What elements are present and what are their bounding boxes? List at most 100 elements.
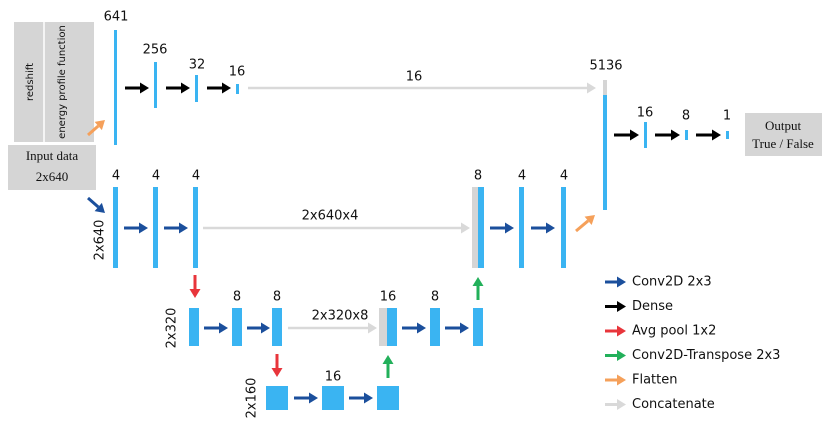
arrow-shaft bbox=[87, 124, 100, 137]
conv-layer bbox=[272, 308, 282, 346]
dense-layer bbox=[685, 130, 688, 140]
conv-layer bbox=[519, 187, 524, 268]
concat-part bbox=[603, 80, 607, 95]
arrow-head bbox=[189, 289, 201, 298]
conv-layer bbox=[193, 187, 198, 268]
filters: 8 bbox=[233, 290, 241, 305]
arrow-head bbox=[584, 215, 595, 226]
concat-label: 2x640x4 bbox=[302, 209, 359, 224]
filters: 4 bbox=[518, 169, 526, 184]
arrow-head bbox=[417, 322, 426, 334]
arrow-head bbox=[222, 82, 231, 94]
concat-label: 16 bbox=[406, 70, 423, 85]
dense-layer bbox=[726, 131, 729, 139]
layer-size: 5136 bbox=[589, 59, 622, 74]
filters: 4 bbox=[152, 169, 160, 184]
level-shape: 2x640 bbox=[93, 220, 108, 261]
level-shape: 2x160 bbox=[245, 378, 260, 419]
arrow-head bbox=[617, 399, 626, 410]
filters: 16 bbox=[380, 290, 397, 305]
output-classes: True / False bbox=[752, 136, 814, 151]
legend-label: Dense bbox=[632, 299, 673, 314]
layer-size: 641 bbox=[104, 10, 129, 25]
level-shape: 2x320 bbox=[165, 308, 180, 349]
legend-label: Flatten bbox=[632, 373, 678, 388]
dense-layer bbox=[603, 95, 607, 210]
layer-size: 32 bbox=[189, 58, 206, 73]
arrow-head bbox=[219, 322, 228, 334]
layer-size: 16 bbox=[229, 65, 246, 80]
arrow-head bbox=[630, 129, 639, 141]
input-label: Input data bbox=[26, 148, 79, 163]
concat-part bbox=[379, 308, 387, 346]
arrow-head bbox=[617, 374, 626, 386]
filters: 4 bbox=[112, 169, 120, 184]
layer-size: 1 bbox=[723, 109, 731, 124]
input-shape: 2x640 bbox=[36, 169, 69, 184]
layer-size: 256 bbox=[143, 43, 168, 58]
dense-layer bbox=[114, 30, 117, 145]
dense-layer bbox=[236, 84, 239, 94]
arrow-head bbox=[181, 82, 190, 94]
arrow-head bbox=[94, 202, 105, 213]
filters: 8 bbox=[474, 169, 482, 184]
arrow-head bbox=[179, 222, 188, 234]
output-box bbox=[745, 113, 822, 156]
conv-layer bbox=[387, 308, 397, 346]
filters: 4 bbox=[560, 169, 568, 184]
conv-layer bbox=[478, 187, 484, 268]
arrow-head bbox=[382, 355, 394, 364]
legend-label: Concatenate bbox=[632, 397, 715, 412]
conv-layer bbox=[473, 308, 483, 346]
arrow-head bbox=[309, 392, 318, 404]
arrow-head bbox=[712, 129, 721, 141]
arrow-head bbox=[617, 350, 626, 361]
arrow-head bbox=[271, 368, 283, 377]
conv-layer bbox=[232, 308, 242, 346]
arrow-head bbox=[261, 322, 270, 334]
conv-layer bbox=[430, 308, 440, 346]
conv-layer bbox=[266, 386, 288, 410]
arrow-head bbox=[617, 276, 626, 288]
legend-label: Conv2D-Transpose 2x3 bbox=[632, 348, 780, 363]
input-box bbox=[8, 145, 96, 190]
conv-layer bbox=[322, 386, 344, 410]
legend-label: Conv2D 2x3 bbox=[632, 275, 712, 290]
arrow-head bbox=[139, 222, 148, 234]
dense-layer bbox=[644, 122, 647, 148]
dense-layer bbox=[195, 75, 198, 102]
input-row: energy profile function bbox=[57, 25, 68, 139]
arrow-head bbox=[505, 222, 514, 234]
arrow-head bbox=[461, 222, 470, 234]
arrow-head bbox=[368, 322, 377, 334]
conv-layer bbox=[113, 187, 118, 268]
arrow-head bbox=[617, 325, 626, 337]
filters: 8 bbox=[431, 290, 439, 305]
arrow-head bbox=[472, 277, 484, 286]
legend-label: Avg pool 1x2 bbox=[632, 324, 716, 339]
arrow-head bbox=[460, 322, 469, 334]
conv-layer bbox=[561, 187, 566, 268]
conv-layer bbox=[189, 308, 199, 346]
arrow-head bbox=[617, 301, 626, 312]
conv-layer bbox=[377, 386, 399, 410]
arrow-head bbox=[671, 129, 680, 141]
arrow-head bbox=[94, 120, 105, 131]
filters: 4 bbox=[192, 169, 200, 184]
filters: 16 bbox=[325, 370, 342, 385]
filters: 8 bbox=[273, 290, 281, 305]
arrow-head bbox=[140, 82, 149, 94]
layer-size: 8 bbox=[682, 109, 690, 124]
layer-size: 16 bbox=[637, 106, 654, 121]
arrow-head bbox=[364, 392, 373, 404]
output-label: Output bbox=[765, 118, 802, 133]
arrow-head bbox=[587, 82, 596, 94]
input-row: redshift bbox=[25, 63, 36, 101]
arrow-shaft bbox=[87, 196, 100, 209]
concat-part bbox=[472, 187, 478, 268]
concat-label: 2x320x8 bbox=[312, 309, 369, 324]
input-rows-box bbox=[14, 22, 94, 142]
dense-layer bbox=[154, 62, 157, 108]
arrow-head bbox=[546, 222, 555, 234]
